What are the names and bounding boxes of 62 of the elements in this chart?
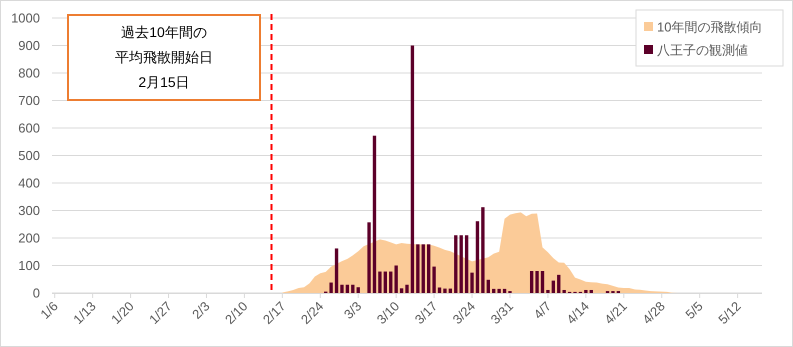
legend-label: 10年間の飛散傾向 xyxy=(657,20,762,34)
x-tick-label: 4/21 xyxy=(601,298,630,328)
bar xyxy=(497,288,501,293)
bar xyxy=(557,274,560,293)
x-tick-label: 1/6 xyxy=(37,298,61,322)
y-tick-label: 100 xyxy=(18,258,40,273)
bar xyxy=(346,284,350,293)
bar xyxy=(416,244,420,293)
x-tick-label: 3/24 xyxy=(450,298,478,328)
bar xyxy=(530,271,534,293)
bar xyxy=(486,280,490,293)
bar xyxy=(464,235,468,293)
bar xyxy=(584,290,588,293)
y-tick-label: 900 xyxy=(18,38,40,53)
x-tick-label: 3/3 xyxy=(340,298,364,322)
annotation: 平均飛散開始日 xyxy=(115,49,213,65)
bar xyxy=(492,288,496,293)
x-tick-label: 2/3 xyxy=(189,298,213,322)
y-tick-label: 600 xyxy=(18,120,40,136)
bar xyxy=(389,272,392,293)
bar xyxy=(384,272,387,293)
bar xyxy=(562,290,566,293)
annotation: 2月15日 xyxy=(138,74,190,90)
bar xyxy=(470,272,474,293)
y-tick-label: 0 xyxy=(32,286,40,300)
bar xyxy=(443,288,447,293)
x-tick-label: 4/7 xyxy=(530,298,554,322)
x-tick-label: 1/13 xyxy=(70,298,99,328)
y-tick-label: 500 xyxy=(18,148,40,163)
bar xyxy=(422,244,425,293)
bar xyxy=(427,244,430,293)
bar xyxy=(378,272,382,293)
bar xyxy=(476,221,480,293)
legend-label: 八王子の観測値 xyxy=(657,42,748,58)
bar xyxy=(410,46,414,293)
bar xyxy=(448,288,452,293)
x-tick-label: 3/31 xyxy=(488,298,516,328)
bar xyxy=(394,266,398,293)
bar xyxy=(351,284,354,293)
y-tick-label: 800 xyxy=(18,66,40,80)
bar xyxy=(460,235,463,293)
bar xyxy=(535,271,539,293)
bar xyxy=(400,288,404,293)
annotation: 過去10年間の xyxy=(121,24,207,40)
x-tick-label: 5/12 xyxy=(715,298,744,328)
y-tick-label: 400 xyxy=(18,176,40,190)
bar xyxy=(356,287,360,293)
bar xyxy=(552,280,556,293)
x-tick-label: 3/10 xyxy=(374,298,402,328)
bar xyxy=(454,235,458,293)
x-tick-label: 4/28 xyxy=(639,298,668,328)
x-tick-label: 4/14 xyxy=(563,298,592,328)
y-tick-label: 700 xyxy=(18,93,40,108)
bar xyxy=(481,207,485,293)
bar xyxy=(546,290,550,293)
bar xyxy=(590,290,593,293)
y-tick-label: 300 xyxy=(18,203,40,218)
bar xyxy=(432,266,436,293)
x-tick-label: 5/5 xyxy=(682,298,706,322)
y-tick-label: 1000 xyxy=(11,10,40,26)
y-tick-label: 200 xyxy=(18,230,40,246)
x-tick-label: 1/20 xyxy=(108,298,137,328)
